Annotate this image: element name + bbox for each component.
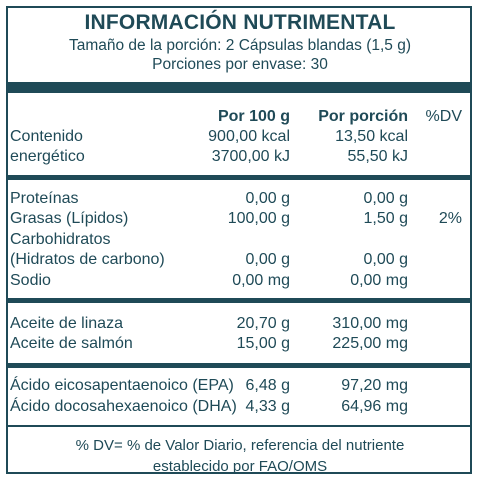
oil-label: Aceite de salmón	[10, 335, 133, 352]
macro-per-100g: 0,00 g	[245, 251, 290, 268]
serving-size: Tamaño de la porción: 2 Cápsulas blandas…	[68, 37, 412, 54]
oil-label: Aceite de linaza	[10, 315, 123, 332]
oil-per-serving: 310,00 mg	[332, 315, 408, 332]
energy-kcal-100g: 900,00 kcal	[208, 128, 290, 145]
macro-per-serving: 0,00 g	[363, 251, 408, 268]
energy-label-line1: Contenido	[10, 128, 83, 145]
macro-label: Grasas (Lípidos)	[10, 210, 129, 227]
col-header-dv: %DV	[425, 108, 462, 125]
macro-dv: 2%	[438, 210, 462, 227]
fatty-acid-per-100g: 6,48 g	[245, 377, 290, 394]
macro-per-100g: 0,00 g	[245, 190, 290, 207]
footnote-line1: % DV= % de Valor Diario, referencia del …	[75, 437, 405, 454]
servings-per-container: Porciones por envase: 30	[152, 56, 328, 73]
macro-per-serving: 1,50 g	[363, 210, 408, 227]
col-header-per-serving: Por porción	[318, 108, 408, 125]
thin-divider	[6, 425, 472, 427]
macro-per-100g: 100,00 g	[227, 210, 290, 227]
macro-label: Sodio	[10, 272, 51, 289]
fatty-acid-per-serving: 97,20 mg	[341, 377, 408, 394]
label-title: INFORMACIÓN NUTRIMENTAL	[84, 11, 396, 34]
macro-per-100g: 0,00 mg	[232, 272, 290, 289]
fatty-acid-label: Ácido eicosapentaenoico (EPA)	[10, 377, 234, 394]
oil-per-100g: 20,70 g	[236, 315, 290, 332]
macro-label: (Hidratos de carbono)	[10, 251, 165, 268]
label-frame	[6, 6, 472, 474]
energy-kcal-serving: 13,50 kcal	[335, 128, 408, 145]
energy-kj-serving: 55,50 kJ	[347, 148, 408, 165]
macro-per-serving: 0,00 g	[363, 190, 408, 207]
fatty-acid-per-100g: 4,33 g	[245, 398, 290, 415]
energy-kj-100g: 3700,00 kJ	[211, 148, 290, 165]
divider	[6, 363, 472, 368]
fatty-acid-label: Ácido docosahexaenoico (DHA)	[10, 398, 237, 415]
col-header-per-100g: Por 100 g	[217, 108, 290, 125]
macro-label: Carbohidratos	[10, 231, 111, 248]
oil-per-100g: 15,00 g	[236, 335, 290, 352]
macro-label: Proteínas	[10, 190, 79, 207]
thick-divider	[6, 82, 472, 93]
divider	[6, 175, 472, 180]
fatty-acid-per-serving: 64,96 mg	[341, 398, 408, 415]
energy-label-line2: energético	[10, 148, 85, 165]
oil-per-serving: 225,00 mg	[332, 335, 408, 352]
divider	[6, 298, 472, 303]
macro-per-serving: 0,00 mg	[350, 272, 408, 289]
footnote-line2: establecido por FAO/OMS	[152, 458, 328, 475]
